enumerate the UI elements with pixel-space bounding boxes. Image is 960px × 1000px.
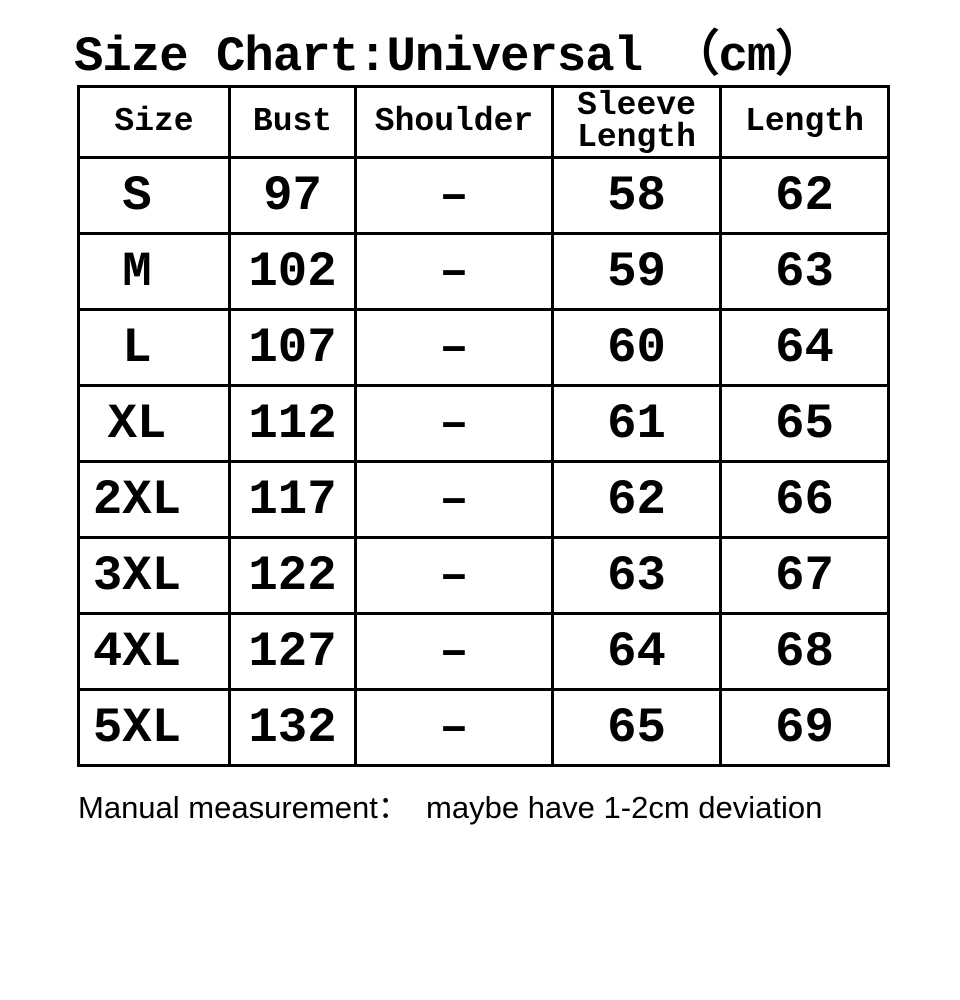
size-chart-table: Size Bust Shoulder Sleeve Length Length …	[77, 85, 890, 767]
shoulder-cell: –	[354, 688, 554, 767]
table-row: 2XL 117 – 62 66	[77, 460, 890, 539]
bust-cell: 112	[228, 384, 357, 463]
size-cell: 4XL	[77, 612, 231, 691]
header-sleeve-length: Sleeve Length	[551, 85, 722, 159]
sleeve-length-cell: 59	[551, 232, 722, 311]
length-cell: 69	[719, 688, 890, 767]
length-cell: 68	[719, 612, 890, 691]
table-row: M 102 – 59 63	[77, 232, 890, 311]
table-row: S 97 – 58 62	[77, 156, 890, 235]
size-cell: L	[77, 308, 231, 387]
length-cell: 62	[719, 156, 890, 235]
size-cell: 5XL	[77, 688, 231, 767]
bust-cell: 132	[228, 688, 357, 767]
table-row: 4XL 127 – 64 68	[77, 612, 890, 691]
size-cell: 3XL	[77, 536, 231, 615]
header-bust: Bust	[228, 85, 357, 159]
header-row: Size Bust Shoulder Sleeve Length Length	[77, 85, 890, 159]
sleeve-length-cell: 58	[551, 156, 722, 235]
header-length: Length	[719, 85, 890, 159]
bust-cell: 127	[228, 612, 357, 691]
shoulder-cell: –	[354, 612, 554, 691]
measurement-note: Manual measurement： maybe have 1-2cm dev…	[78, 790, 823, 825]
table-header: Size Bust Shoulder Sleeve Length Length	[77, 85, 890, 159]
shoulder-cell: –	[354, 384, 554, 463]
size-cell: XL	[77, 384, 231, 463]
sleeve-length-cell: 63	[551, 536, 722, 615]
bust-cell: 122	[228, 536, 357, 615]
shoulder-cell: –	[354, 460, 554, 539]
length-cell: 64	[719, 308, 890, 387]
sleeve-length-cell: 61	[551, 384, 722, 463]
bust-cell: 107	[228, 308, 357, 387]
size-cell: 2XL	[77, 460, 231, 539]
header-shoulder: Shoulder	[354, 85, 554, 159]
size-cell: S	[77, 156, 231, 235]
bust-cell: 117	[228, 460, 357, 539]
header-size: Size	[77, 85, 231, 159]
sleeve-length-cell: 64	[551, 612, 722, 691]
shoulder-cell: –	[354, 156, 554, 235]
table-row: 5XL 132 – 65 69	[77, 688, 890, 767]
shoulder-cell: –	[354, 308, 554, 387]
sleeve-length-cell: 60	[551, 308, 722, 387]
shoulder-cell: –	[354, 536, 554, 615]
size-cell: M	[77, 232, 231, 311]
shoulder-cell: –	[354, 232, 554, 311]
table-row: XL 112 – 61 65	[77, 384, 890, 463]
table-body: S 97 – 58 62 M 102 – 59 63 L 107 – 60 64…	[77, 156, 890, 767]
bust-cell: 97	[228, 156, 357, 235]
sleeve-length-cell: 65	[551, 688, 722, 767]
bust-cell: 102	[228, 232, 357, 311]
table-row: L 107 – 60 64	[77, 308, 890, 387]
length-cell: 66	[719, 460, 890, 539]
length-cell: 67	[719, 536, 890, 615]
table-row: 3XL 122 – 63 67	[77, 536, 890, 615]
length-cell: 63	[719, 232, 890, 311]
sleeve-length-cell: 62	[551, 460, 722, 539]
length-cell: 65	[719, 384, 890, 463]
page-title: Size Chart:Universal （cm）	[74, 29, 824, 85]
